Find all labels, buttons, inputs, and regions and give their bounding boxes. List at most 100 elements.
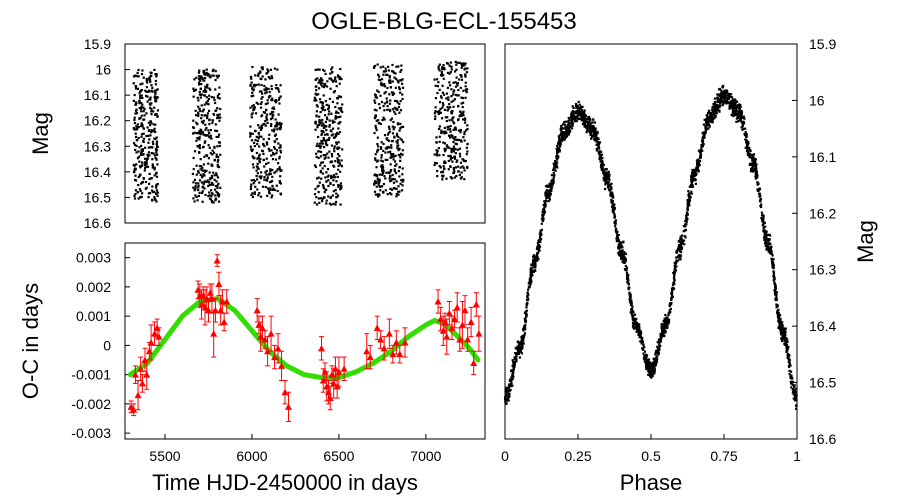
phase-ytick-label: 16.6 (809, 431, 836, 447)
oc-ylabel: O-C in days (18, 283, 43, 399)
oc-point (453, 292, 461, 323)
lightcurve-ytick-label: 16.1 (84, 87, 111, 103)
oc-point (215, 271, 223, 297)
oc-point (443, 318, 451, 355)
oc-point (281, 379, 289, 405)
phase-ytick-label: 16 (809, 92, 825, 108)
oc-point (458, 301, 466, 349)
lightcurve-ytick-label: 16.4 (84, 164, 111, 180)
oc-point (211, 298, 219, 323)
oc-point (155, 327, 163, 346)
oc-point (401, 327, 409, 358)
oc-frame (124, 242, 486, 440)
oc-point (223, 289, 231, 314)
phase-ytick-label: 16.1 (809, 149, 836, 165)
phase-xtick-label: 0.75 (710, 448, 737, 464)
oc-point (261, 330, 269, 349)
oc-point (470, 350, 478, 376)
oc-point (284, 391, 292, 422)
oc-xlabel: Time HJD-2450000 in days (152, 470, 418, 495)
lightcurve-ytick-label: 15.9 (84, 36, 111, 52)
phase-ytick-label: 16.4 (809, 318, 836, 334)
oc-point (151, 321, 159, 346)
oc-point (210, 309, 218, 358)
oc-ytick-label: -0.003 (71, 425, 111, 441)
oc-point (147, 324, 155, 361)
season-5 (372, 63, 405, 198)
oc-point (130, 403, 138, 417)
oc-ytick-label: -0.002 (71, 396, 111, 412)
oc-point (340, 356, 348, 381)
oc-point (267, 315, 275, 352)
oc-point (385, 318, 393, 349)
phase-xtick-label: 0.25 (564, 448, 591, 464)
oc-point (138, 374, 146, 393)
lightcurve-ytick-label: 16.3 (84, 138, 111, 154)
oc-point (274, 333, 282, 364)
phase-ytick-label: 16.2 (809, 205, 836, 221)
lightcurve-ytick-label: 16.5 (84, 189, 111, 205)
oc-ytick-label: 0.003 (76, 250, 111, 266)
oc-point (475, 315, 483, 352)
lightcurve-ytick-label: 16.6 (84, 215, 111, 231)
oc-point (373, 315, 381, 341)
oc-point (131, 365, 139, 384)
oc-point (380, 336, 388, 361)
oc-point (271, 344, 279, 370)
oc-point (467, 306, 475, 338)
panel-phase: 15.9 16 16.1 16.2 16.3 16.4 16.5 16.6 0 0.25 0.5 0.… (501, 36, 878, 495)
phase-xlabel: Phase (620, 470, 682, 495)
oc-ytick-label: 0.001 (76, 308, 111, 324)
lightcurve-frame (124, 43, 486, 224)
oc-point (437, 306, 445, 332)
phase-xtick-label: 0 (501, 448, 509, 464)
oc-point (213, 254, 221, 267)
season-3 (249, 65, 283, 199)
oc-points (127, 254, 483, 422)
oc-point (472, 292, 480, 317)
oc-point (318, 336, 326, 361)
lightcurve-ylabel: Mag (28, 112, 53, 155)
oc-point (448, 315, 456, 341)
phase-ytick-label: 16.5 (809, 375, 836, 391)
phase-points (503, 84, 798, 411)
oc-point (396, 344, 404, 364)
season-6 (433, 60, 469, 181)
season-2 (191, 68, 222, 204)
oc-point (220, 312, 228, 332)
oc-point (451, 309, 459, 329)
oc-xtick-label: 5500 (149, 448, 180, 464)
oc-point (253, 298, 261, 323)
lightcurve-points (132, 60, 469, 206)
oc-point (464, 327, 472, 352)
oc-ytick-label: -0.001 (71, 367, 111, 383)
oc-fit-line (127, 296, 481, 381)
oc-point (434, 289, 442, 314)
oc-xtick-label: 7000 (410, 448, 441, 464)
oc-xtick-label: 6000 (236, 448, 267, 464)
oc-point (461, 295, 469, 326)
phase-ylabel: Mag (853, 220, 878, 263)
panel-oc: 0.003 0.002 0.001 0 -0.001 -0.002 -0.003 5500 60… (18, 242, 486, 495)
lightcurve-ytick-label: 16.2 (84, 113, 111, 129)
lightcurve-ytick-label: 16 (95, 62, 111, 78)
oc-point (278, 350, 286, 381)
oc-ytick-label: 0 (103, 337, 111, 353)
panel-lightcurve: 15.9 16 16.1 16.2 16.3 16.4 16.5 16.6 Mag (28, 36, 486, 231)
phase-frame (504, 43, 798, 440)
oc-point (445, 301, 453, 326)
chart-title: OGLE-BLG-ECL-155453 (311, 8, 576, 35)
oc-point (255, 315, 263, 335)
phase-xtick-label: 0.5 (641, 448, 661, 464)
phase-xtick-label: 1 (793, 448, 801, 464)
season-1 (132, 68, 160, 203)
oc-point (335, 356, 343, 387)
phase-ytick-label: 16.3 (809, 262, 836, 278)
phase-ytick-label: 15.9 (809, 36, 836, 52)
oc-xtick-label: 6500 (323, 448, 354, 464)
oc-point (258, 315, 266, 341)
oc-point (366, 344, 374, 370)
season-4 (313, 66, 344, 206)
oc-ytick-label: 0.002 (76, 279, 111, 295)
